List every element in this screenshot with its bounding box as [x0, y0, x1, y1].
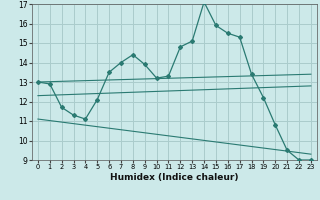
X-axis label: Humidex (Indice chaleur): Humidex (Indice chaleur)	[110, 173, 239, 182]
